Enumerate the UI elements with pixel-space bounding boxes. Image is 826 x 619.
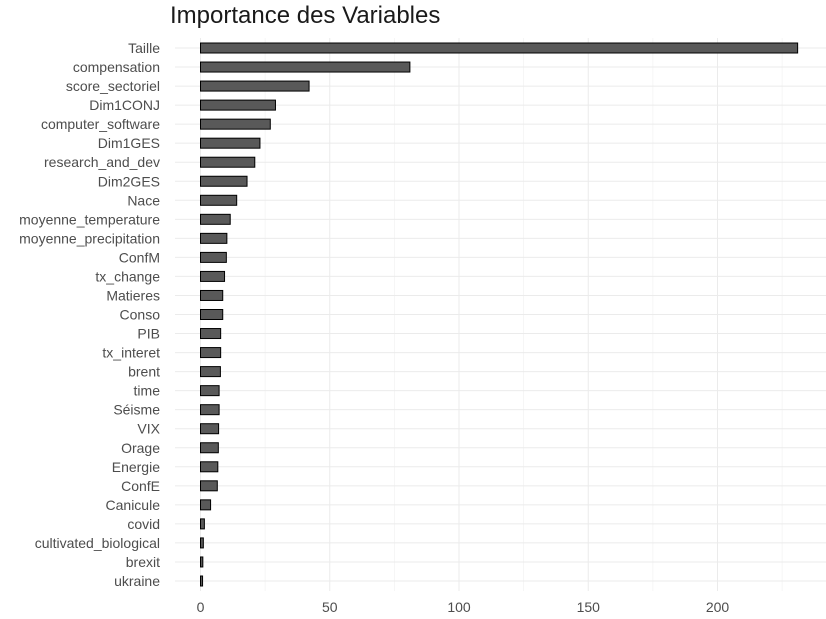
bar [200, 575, 204, 587]
y-tick-label: compensation [73, 59, 160, 75]
bar [200, 442, 219, 454]
bar [200, 137, 261, 149]
x-tick-label: 200 [706, 599, 730, 615]
y-tick-label: Matieres [106, 287, 160, 303]
y-tick-label: Conso [120, 307, 161, 323]
y-tick-label: Energie [112, 459, 160, 475]
bar [200, 366, 221, 378]
y-tick-label: ConfE [121, 478, 160, 494]
bar [200, 99, 276, 111]
gridlines [175, 38, 826, 591]
x-tick-label: 0 [197, 599, 205, 615]
bar [200, 537, 204, 549]
bar [200, 251, 227, 263]
y-tick-label: Dim2GES [98, 173, 160, 189]
y-tick-label: computer_software [41, 116, 160, 132]
y-tick-label: covid [127, 516, 160, 532]
bar [200, 499, 212, 511]
y-tick-label: brent [128, 364, 160, 380]
bar [200, 213, 231, 225]
y-tick-label: Dim1GES [98, 135, 160, 151]
y-tick-label: score_sectoriel [66, 78, 160, 94]
y-tick-label: Canicule [106, 497, 161, 513]
y-tick-label: PIB [137, 326, 160, 342]
bar [200, 194, 238, 206]
bar [200, 518, 205, 530]
y-tick-label: Séisme [113, 402, 160, 418]
bar [200, 232, 228, 244]
y-tick-label: ukraine [114, 573, 160, 589]
x-tick-label: 150 [577, 599, 601, 615]
bar [200, 42, 799, 54]
y-tick-label: brexit [126, 554, 160, 570]
x-tick-label: 50 [322, 599, 338, 615]
bar [200, 423, 220, 435]
y-tick-label: Nace [127, 192, 160, 208]
y-tick-label: tx_interet [102, 345, 160, 361]
y-tick-label: Dim1CONJ [89, 97, 160, 113]
y-tick-label: Taille [128, 40, 160, 56]
bar [200, 328, 222, 340]
y-tick-label: time [134, 383, 161, 399]
y-tick-label: cultivated_biological [35, 535, 160, 551]
bar [200, 80, 310, 92]
y-tick-label: ConfM [119, 249, 160, 265]
bar [200, 289, 224, 301]
bar [200, 61, 411, 73]
bar [200, 347, 222, 359]
bar [200, 118, 271, 130]
bar [200, 385, 220, 397]
y-axis-labels: Taille compensation score_sectoriel Dim1CON… [19, 40, 161, 589]
x-tick-label: 100 [447, 599, 471, 615]
bars [200, 42, 799, 587]
y-tick-label: VIX [137, 421, 160, 437]
bar [200, 156, 256, 168]
y-tick-label: moyenne_precipitation [19, 230, 160, 246]
bar [200, 309, 224, 320]
y-tick-label: Orage [121, 440, 160, 456]
y-tick-label: tx_change [95, 268, 160, 284]
bar [200, 556, 204, 568]
x-axis-labels: 0 50 100 150 200 [197, 599, 730, 615]
bar [200, 461, 219, 473]
bar [200, 480, 218, 492]
y-tick-label: research_and_dev [44, 154, 160, 170]
bar [200, 404, 220, 416]
bar [200, 175, 248, 187]
chart-title: Importance des Variables [170, 2, 441, 29]
bar [200, 270, 226, 282]
y-tick-label: moyenne_temperature [19, 211, 160, 227]
